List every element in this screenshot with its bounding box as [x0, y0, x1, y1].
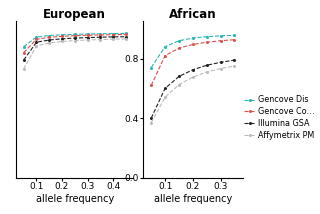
Legend: Gencove Dis, Gencove Co…, Illumina GSA, Affymetrix PM: Gencove Dis, Gencove Co…, Illumina GSA, …	[244, 95, 314, 140]
X-axis label: allele frequency: allele frequency	[154, 194, 232, 204]
X-axis label: allele frequency: allele frequency	[36, 194, 114, 204]
Title: African: African	[169, 8, 217, 21]
Title: European: European	[43, 8, 106, 21]
